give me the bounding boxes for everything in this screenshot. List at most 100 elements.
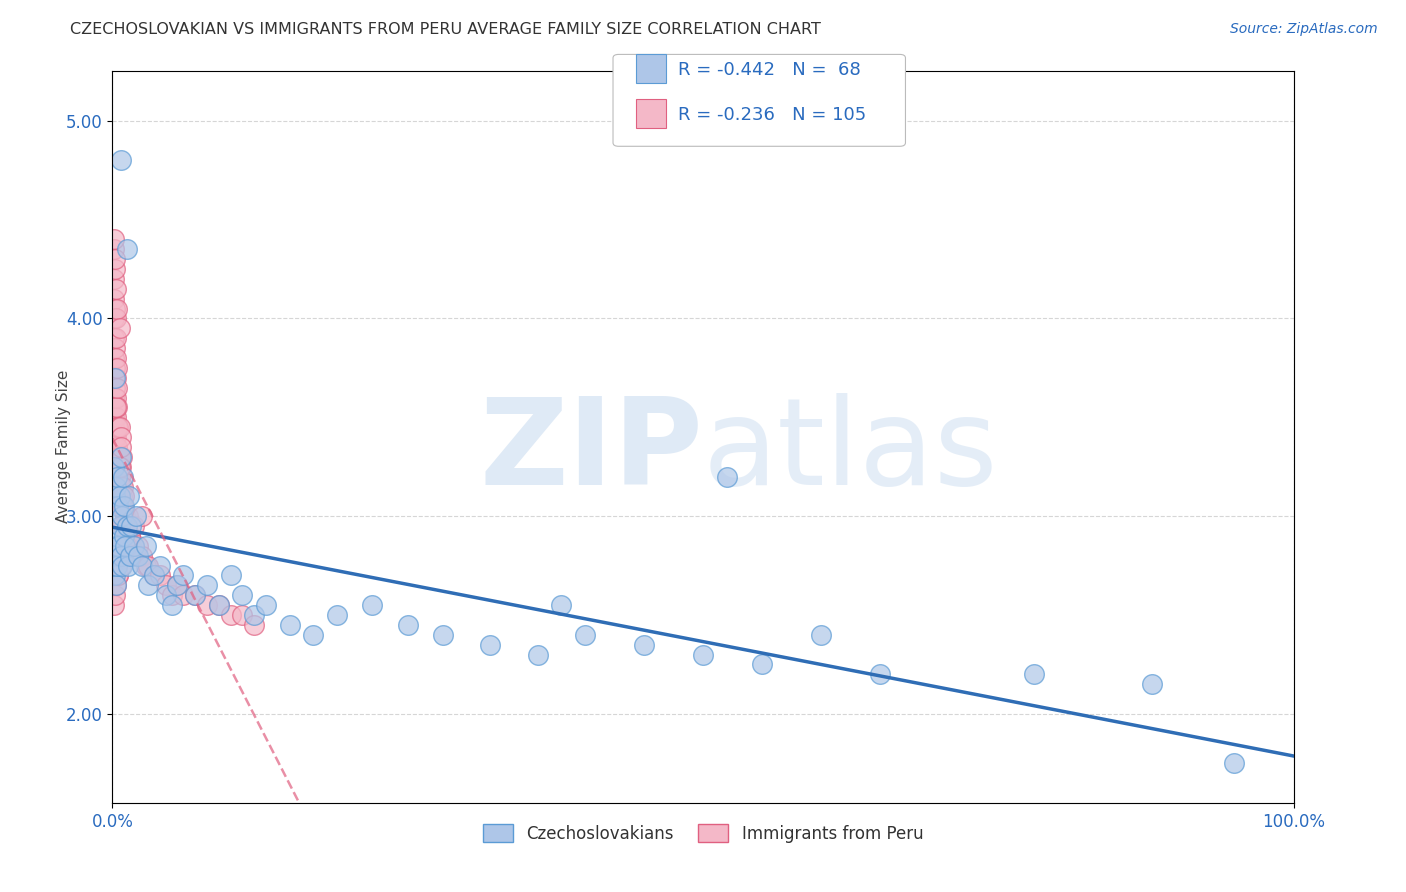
Point: [103, 371, 125, 385]
Point: [810, 628, 832, 642]
Point: [112, 489, 135, 503]
Point: [122, 519, 145, 533]
Point: [105, 420, 128, 434]
Point: [103, 232, 125, 246]
Point: [111, 489, 134, 503]
Point: [110, 153, 132, 168]
Point: [110, 479, 132, 493]
Point: [110, 450, 132, 464]
Point: [111, 519, 134, 533]
Point: [131, 509, 153, 524]
Point: [396, 618, 419, 632]
Point: [716, 469, 738, 483]
Point: [550, 598, 572, 612]
Text: ZIP: ZIP: [479, 393, 703, 510]
Point: [103, 420, 125, 434]
Point: [219, 607, 242, 622]
Point: [105, 401, 128, 415]
Point: [195, 598, 218, 612]
Point: [172, 568, 194, 582]
Point: [105, 410, 128, 425]
Point: [103, 459, 125, 474]
Point: [120, 549, 142, 563]
Point: [105, 578, 128, 592]
Point: [166, 578, 188, 592]
Point: [110, 440, 132, 454]
Point: [692, 648, 714, 662]
Point: [104, 360, 127, 375]
Point: [112, 500, 135, 514]
Point: [104, 401, 127, 415]
Point: [107, 450, 129, 464]
Point: [160, 588, 183, 602]
Point: [108, 469, 131, 483]
Point: [104, 568, 127, 582]
Point: [231, 607, 253, 622]
Point: [108, 420, 131, 434]
Point: [118, 539, 141, 553]
Point: [108, 489, 131, 503]
Point: [110, 500, 132, 514]
Legend: Czechoslovakians, Immigrants from Peru: Czechoslovakians, Immigrants from Peru: [477, 818, 929, 849]
Point: [107, 469, 129, 483]
Point: [105, 459, 128, 474]
Point: [107, 489, 129, 503]
Point: [155, 578, 177, 592]
Point: [103, 391, 125, 405]
Point: [111, 558, 134, 573]
Point: [112, 519, 135, 533]
Point: [103, 459, 125, 474]
Point: [104, 341, 127, 355]
Point: [869, 667, 891, 681]
Point: [278, 618, 301, 632]
Point: [108, 519, 131, 533]
Point: [112, 469, 135, 483]
Point: [184, 588, 207, 602]
Text: CZECHOSLOVAKIAN VS IMMIGRANTS FROM PERU AVERAGE FAMILY SIZE CORRELATION CHART: CZECHOSLOVAKIAN VS IMMIGRANTS FROM PERU …: [70, 22, 821, 37]
Point: [479, 638, 502, 652]
Point: [107, 539, 129, 553]
Point: [131, 549, 153, 563]
Point: [105, 301, 128, 316]
Point: [103, 292, 125, 306]
Point: [120, 529, 142, 543]
Point: [1223, 756, 1246, 771]
Point: [105, 381, 128, 395]
Text: Source: ZipAtlas.com: Source: ZipAtlas.com: [1230, 22, 1378, 37]
Point: [104, 371, 127, 385]
Point: [142, 568, 165, 582]
Point: [107, 500, 129, 514]
Point: [115, 519, 138, 533]
Point: [103, 311, 125, 326]
Point: [135, 539, 157, 553]
Point: [112, 479, 135, 493]
Point: [104, 588, 127, 602]
Point: [131, 558, 153, 573]
Point: [107, 568, 129, 582]
Point: [105, 578, 128, 592]
Point: [112, 549, 135, 563]
Point: [112, 500, 135, 514]
Point: [104, 539, 127, 553]
Point: [1022, 667, 1045, 681]
Point: [117, 509, 139, 524]
Point: [105, 440, 128, 454]
Point: [105, 360, 128, 375]
Point: [526, 648, 548, 662]
Point: [111, 450, 134, 464]
Point: [104, 301, 127, 316]
Point: [103, 549, 125, 563]
Point: [574, 628, 596, 642]
Point: [105, 479, 128, 493]
Point: [110, 558, 132, 573]
Point: [136, 578, 159, 592]
Point: [243, 618, 266, 632]
Point: [114, 539, 136, 553]
Point: [105, 539, 128, 553]
Point: [107, 420, 129, 434]
Point: [104, 489, 127, 503]
Text: atlas: atlas: [703, 393, 998, 510]
Point: [122, 539, 145, 553]
Point: [104, 262, 127, 277]
Point: [104, 549, 127, 563]
